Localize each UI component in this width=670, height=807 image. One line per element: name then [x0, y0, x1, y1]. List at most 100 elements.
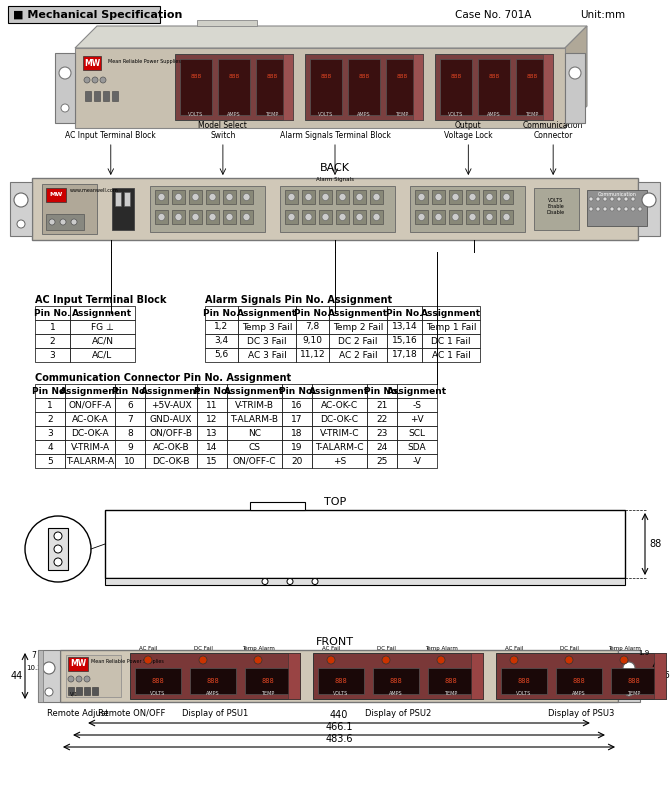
Text: -V: -V — [413, 457, 421, 466]
Bar — [329, 306, 387, 320]
Bar — [543, 54, 553, 120]
Bar — [296, 320, 329, 334]
Text: 12: 12 — [206, 415, 218, 424]
Circle shape — [71, 219, 77, 225]
Bar — [296, 334, 329, 348]
Text: VOLTS: VOLTS — [150, 691, 165, 696]
Circle shape — [43, 662, 55, 674]
Text: Assignment: Assignment — [310, 387, 370, 395]
Text: 7: 7 — [127, 415, 133, 424]
Text: +5V-AUX: +5V-AUX — [151, 400, 192, 409]
Bar — [92, 687, 98, 695]
Text: ■ Mechanical Specification: ■ Mechanical Specification — [13, 10, 182, 19]
Bar — [197, 412, 227, 426]
Bar — [65, 412, 115, 426]
Text: 3: 3 — [47, 429, 53, 437]
Bar — [245, 668, 291, 694]
Circle shape — [356, 214, 363, 220]
Text: AC-OK-C: AC-OK-C — [321, 400, 358, 409]
Text: Pin No.: Pin No. — [112, 387, 148, 395]
Bar — [83, 56, 101, 70]
Bar — [85, 91, 91, 101]
Text: 888: 888 — [334, 678, 347, 684]
Bar — [285, 210, 298, 224]
Text: V-TRIM-B: V-TRIM-B — [235, 400, 274, 409]
Bar — [282, 412, 312, 426]
Circle shape — [437, 656, 445, 664]
Circle shape — [373, 194, 380, 200]
Bar — [296, 306, 329, 320]
Bar — [65, 426, 115, 440]
Bar — [312, 426, 367, 440]
Bar — [115, 440, 145, 454]
Text: 888: 888 — [190, 74, 202, 80]
Bar — [205, 306, 238, 320]
Circle shape — [192, 194, 199, 200]
Circle shape — [503, 194, 510, 200]
Bar — [197, 426, 227, 440]
Text: +S: +S — [333, 457, 346, 466]
Circle shape — [100, 77, 106, 83]
Text: 888: 888 — [206, 678, 219, 684]
Bar — [227, 440, 282, 454]
Bar — [336, 210, 349, 224]
Bar — [172, 190, 185, 204]
Bar — [227, 412, 282, 426]
Text: Assignment: Assignment — [421, 308, 481, 317]
Text: 20: 20 — [291, 457, 303, 466]
Text: TEMP: TEMP — [444, 691, 458, 696]
Bar — [35, 306, 70, 320]
Text: T-ALARM-A: T-ALARM-A — [66, 457, 114, 466]
Bar — [387, 320, 422, 334]
Bar — [223, 210, 236, 224]
Text: 3: 3 — [50, 350, 56, 359]
Circle shape — [589, 197, 593, 201]
Text: TEMP: TEMP — [395, 112, 409, 118]
Text: 6: 6 — [127, 400, 133, 409]
Circle shape — [631, 207, 635, 211]
Bar — [415, 210, 428, 224]
Bar — [319, 210, 332, 224]
Text: AC Input Terminal Block: AC Input Terminal Block — [35, 295, 167, 305]
Text: ON/OFF-A: ON/OFF-A — [68, 400, 112, 409]
Text: TEMP: TEMP — [265, 112, 279, 118]
Bar — [35, 454, 65, 468]
Text: AC/N: AC/N — [92, 337, 113, 345]
Bar — [422, 320, 480, 334]
Text: DC 1 Fail: DC 1 Fail — [431, 337, 471, 345]
Bar — [312, 440, 367, 454]
Circle shape — [486, 194, 493, 200]
Bar — [319, 190, 332, 204]
Text: 1,2: 1,2 — [214, 323, 228, 332]
Bar — [197, 20, 257, 26]
Bar — [370, 190, 383, 204]
Bar — [370, 210, 383, 224]
Bar — [312, 398, 367, 412]
Bar — [348, 59, 380, 115]
Bar — [329, 320, 387, 334]
Circle shape — [25, 516, 91, 582]
Text: 24: 24 — [377, 442, 388, 451]
Text: V-TRIM-A: V-TRIM-A — [70, 442, 110, 451]
Bar — [250, 502, 305, 510]
Bar — [280, 186, 395, 232]
Circle shape — [469, 214, 476, 220]
Bar — [397, 426, 437, 440]
Text: TEMP: TEMP — [525, 112, 539, 118]
Text: 888: 888 — [151, 678, 164, 684]
Circle shape — [610, 197, 614, 201]
Bar — [282, 384, 312, 398]
Text: VOLTS: VOLTS — [517, 691, 531, 696]
Bar — [288, 653, 300, 699]
Bar — [240, 190, 253, 204]
Text: TOP: TOP — [324, 497, 346, 507]
Circle shape — [288, 214, 295, 220]
Bar — [124, 192, 130, 206]
Bar — [38, 650, 43, 702]
Text: MW: MW — [50, 193, 62, 198]
Bar — [65, 398, 115, 412]
Circle shape — [356, 194, 363, 200]
Text: www.meanwell.com: www.meanwell.com — [70, 188, 119, 193]
Bar — [336, 190, 349, 204]
Circle shape — [17, 220, 25, 228]
